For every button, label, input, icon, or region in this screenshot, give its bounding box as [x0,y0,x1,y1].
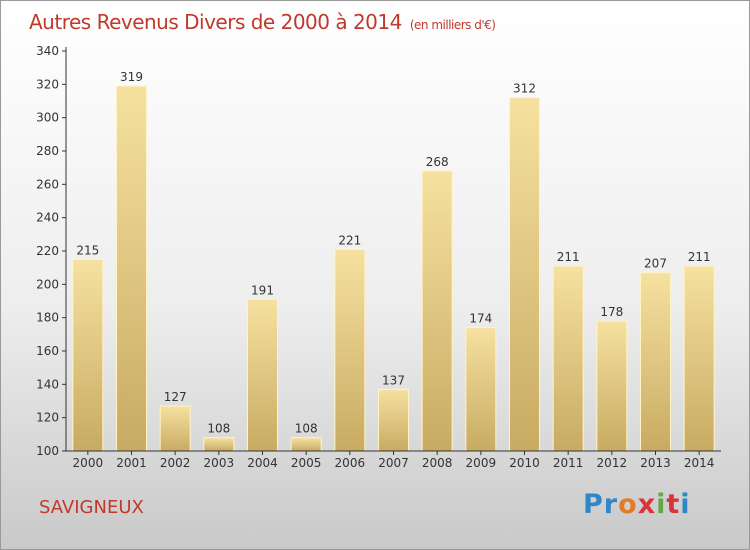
data-label-2008: 268 [426,155,449,169]
data-label-2013: 207 [644,257,667,271]
x-tick-label-2013: 2013 [640,456,671,470]
logo-letter: i [680,489,691,520]
y-tick-label-300: 300 [36,111,59,125]
x-tick-label-2005: 2005 [291,456,322,470]
y-tick-label-340: 340 [36,44,59,58]
y-tick-label-140: 140 [36,377,59,391]
bar-2014 [683,265,715,452]
data-label-2004: 191 [251,283,274,297]
x-tick-label-2003: 2003 [204,456,235,470]
logo-letter: x [637,489,657,520]
x-tick-label-2011: 2011 [553,456,584,470]
x-tick-label-2010: 2010 [509,456,540,470]
x-tick-label-2002: 2002 [160,456,191,470]
x-tick-label-2012: 2012 [597,456,628,470]
bar-2006 [334,248,366,452]
chart-subtitle: (en milliers d'€) [409,18,496,32]
x-tick-label-2006: 2006 [335,456,366,470]
bar-2003 [203,437,235,452]
data-label-2002: 127 [164,390,187,404]
axes-group: 2000 2001 2002 2003 2004 2005 2006 2007 2008 2009… [36,44,721,470]
bar-2001 [116,85,147,452]
y-tick-label-180: 180 [36,311,59,325]
chart-title: Autres Revenus Divers de 2000 à 2014 (en … [29,10,496,34]
x-tick-label-2001: 2001 [116,456,147,470]
data-label-2012: 178 [600,305,623,319]
data-label-2000: 215 [76,243,99,257]
bars-group: 215 319 127 108 191 108 221 137 268 174 312 211 178 2… [72,70,715,452]
bar-2008 [421,170,453,452]
y-tick-label-220: 220 [36,244,59,258]
logo-letter: t [666,489,681,520]
y-tick-label-100: 100 [36,444,59,458]
logo-letter: r [603,489,619,520]
logo-letter: i [656,489,667,520]
logo-letter: P [583,489,604,520]
x-tick-label-2014: 2014 [684,456,715,470]
data-label-2011: 211 [557,250,580,264]
data-label-2001: 319 [120,70,143,84]
logo-letter: o [618,489,638,520]
proxiti-logo: Proxiti [583,489,691,520]
bar-2012 [596,320,628,452]
y-tick-label-260: 260 [36,177,59,191]
commune-name: SAVIGNEUX [39,497,144,518]
data-label-2010: 312 [513,82,536,96]
chart-title-main: Autres Revenus Divers de 2000 à 2014 [29,10,402,34]
y-tick-label-280: 280 [36,144,59,158]
bar-2005 [290,437,322,452]
bar-2000 [72,258,104,452]
data-label-2014: 211 [688,250,711,264]
bar-2002 [159,405,191,452]
x-tick-label-2000: 2000 [73,456,104,470]
bar-2010 [509,97,540,452]
bar-2007 [378,388,409,452]
data-label-2006: 221 [338,233,361,247]
data-label-2005: 108 [295,422,318,436]
x-tick-label-2007: 2007 [378,456,409,470]
data-label-2007: 137 [382,373,405,387]
y-tick-label-200: 200 [36,277,59,291]
bar-2011 [552,265,584,452]
y-tick-label-240: 240 [36,211,59,225]
bar-2004 [247,298,278,452]
y-tick-label-160: 160 [36,344,59,358]
x-tick-label-2004: 2004 [247,456,278,470]
bar-2009 [465,327,497,452]
x-tick-label-2009: 2009 [466,456,497,470]
y-tick-label-320: 320 [36,77,59,91]
data-label-2009: 174 [469,312,492,326]
data-label-2003: 108 [207,422,230,436]
x-tick-label-2008: 2008 [422,456,453,470]
y-tick-label-120: 120 [36,411,59,425]
bar-2013 [640,272,671,452]
